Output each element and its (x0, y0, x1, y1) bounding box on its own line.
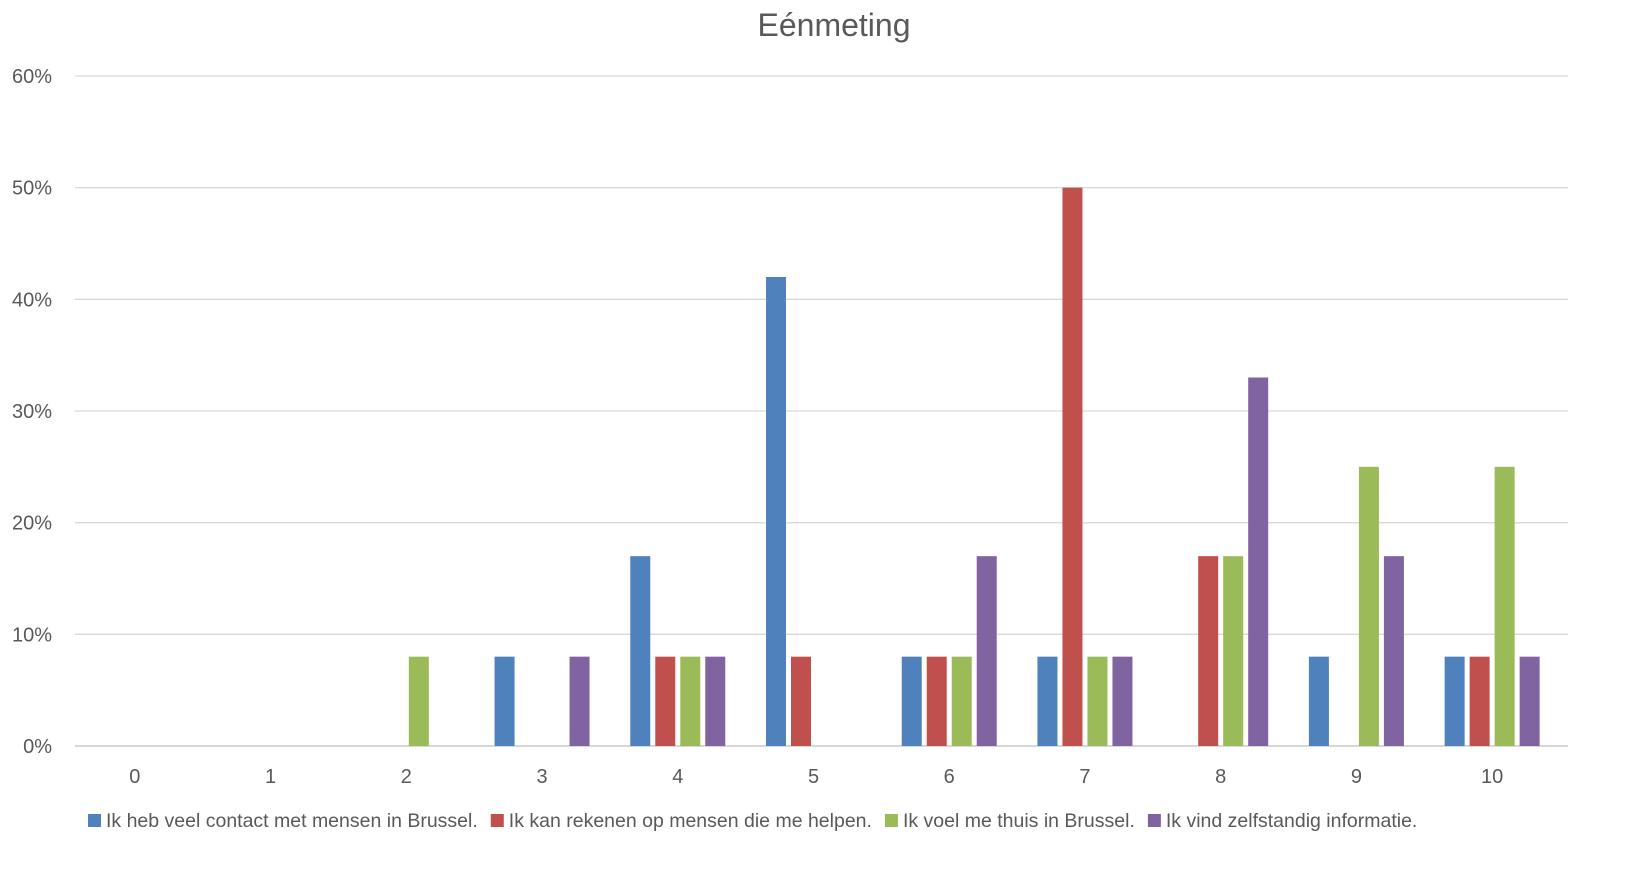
bar (1087, 656, 1108, 746)
x-tick-label: 5 (808, 766, 819, 788)
x-tick-label: 8 (1215, 766, 1226, 788)
gridlines (75, 75, 1568, 747)
bar (1223, 556, 1244, 746)
y-tick-label: 10% (12, 624, 52, 646)
bar (951, 656, 972, 746)
x-tick-label: 0 (129, 766, 140, 788)
x-tick-label: 1 (265, 766, 276, 788)
bar (1469, 656, 1490, 746)
bar (1383, 556, 1404, 746)
bar (1062, 187, 1083, 746)
legend-swatch (490, 814, 504, 827)
bar (1112, 656, 1133, 746)
bar (1358, 466, 1379, 746)
bar (791, 656, 811, 746)
y-tick-label: 40% (12, 289, 52, 311)
x-tick-label: 10 (1481, 766, 1503, 788)
bar (1198, 556, 1219, 746)
x-tick-label: 3 (536, 766, 547, 788)
bar (926, 656, 947, 746)
legend-swatch (88, 814, 101, 827)
x-tick-label: 7 (1079, 766, 1090, 788)
bar (1494, 466, 1515, 746)
y-tick-label: 30% (12, 401, 52, 423)
legend-label: Ik voel me thuis in Brussel. (903, 810, 1135, 832)
legend-label: Ik kan rekenen op mensen die me helpen. (509, 810, 872, 832)
bar (901, 656, 922, 746)
y-tick-label: 50% (12, 178, 52, 200)
bar (630, 556, 651, 746)
x-tick-label: 6 (944, 766, 955, 788)
legend-item: Ik heb veel contact met mensen in Brusse… (88, 810, 478, 832)
y-axis-ticks: 0% 10% 20% 30% 40% 50% 60% (12, 66, 52, 758)
legend-swatch (884, 814, 898, 827)
bar (680, 656, 701, 746)
legend-item: Ik vind zelfstandig informatie. (1147, 810, 1417, 832)
bar (766, 277, 786, 746)
x-tick-label: 9 (1351, 766, 1362, 788)
legend-item: Ik kan rekenen op mensen die me helpen. (490, 810, 872, 832)
bar (1519, 656, 1540, 746)
bar (1444, 656, 1465, 746)
legend-item: Ik voel me thuis in Brussel. (884, 810, 1135, 832)
bars (408, 187, 1540, 746)
bar (655, 656, 676, 746)
x-tick-label: 2 (401, 766, 412, 788)
chart-title: Eénmeting (758, 7, 911, 43)
legend: Ik heb veel contact met mensen in Brusse… (88, 810, 1417, 832)
y-tick-label: 0% (23, 736, 52, 758)
bar (569, 656, 590, 746)
x-tick-label: 4 (672, 766, 683, 788)
bar (976, 556, 997, 746)
legend-label: Ik vind zelfstandig informatie. (1166, 810, 1417, 832)
y-tick-label: 20% (12, 513, 52, 535)
y-tick-label: 60% (12, 66, 52, 88)
bar (494, 656, 515, 746)
x-axis-ticks: 0 1 2 3 4 5 6 7 8 9 10 (129, 766, 1503, 788)
bar (408, 656, 429, 746)
legend-label: Ik heb veel contact met mensen in Brusse… (106, 810, 478, 832)
bar (1248, 377, 1269, 746)
bar (1308, 656, 1329, 746)
bar (705, 656, 726, 746)
bar (1037, 656, 1058, 746)
legend-swatch (1147, 814, 1161, 827)
